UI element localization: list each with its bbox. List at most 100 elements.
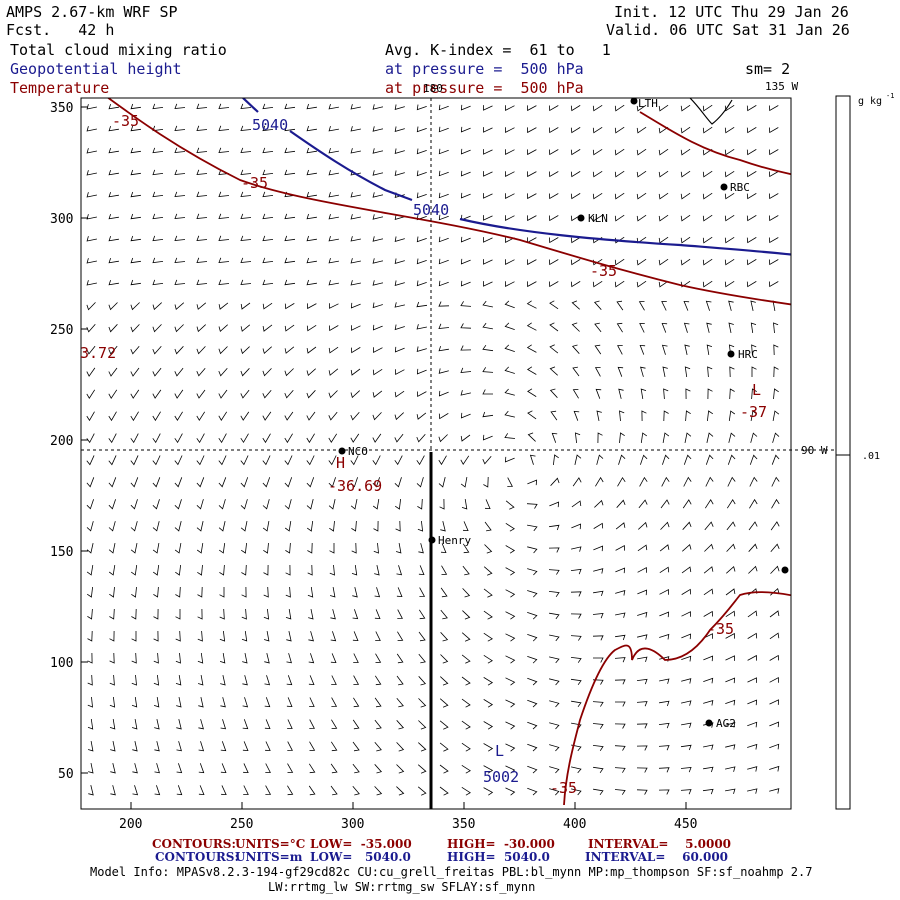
wind-barb <box>87 718 94 730</box>
wind-barb <box>286 631 292 642</box>
wind-barb <box>174 235 186 241</box>
wind-barb <box>329 303 339 309</box>
wind-barb <box>638 301 645 311</box>
wind-barb <box>86 323 96 333</box>
wind-barb <box>505 743 516 752</box>
wind-barb <box>329 543 335 554</box>
wind-barb <box>505 633 516 642</box>
wind-barb <box>504 410 515 418</box>
wind-barb <box>108 257 119 264</box>
wind-barb <box>130 455 139 466</box>
wind-barb <box>658 214 669 222</box>
wind-barb <box>330 609 336 620</box>
wind-barb <box>372 455 381 466</box>
wind-barb <box>658 745 670 751</box>
wind-barb <box>284 433 293 444</box>
wind-barb <box>374 764 383 774</box>
wind-barb <box>483 259 493 265</box>
wind-barb <box>704 521 714 531</box>
wind-barb <box>262 521 270 532</box>
wind-barb <box>658 236 669 244</box>
wind-barb <box>218 257 230 263</box>
wind-barb <box>460 367 472 373</box>
wind-barb <box>218 346 228 355</box>
wind-barb <box>284 477 293 488</box>
wind-barb <box>505 567 516 576</box>
wind-barb <box>174 147 186 153</box>
wind-barb <box>551 432 558 443</box>
wind-barb <box>242 675 248 686</box>
wind-barb <box>593 545 604 552</box>
wind-barb <box>130 521 138 532</box>
wind-barb <box>549 281 559 288</box>
station-ag2: AG2 <box>705 717 736 730</box>
wind-barb <box>571 766 582 774</box>
wind-barb <box>636 192 647 200</box>
wind-barb <box>439 498 445 510</box>
wind-barb <box>284 389 294 399</box>
wind-barb <box>196 543 204 554</box>
wind-barb <box>751 344 757 356</box>
x-tick-200: 200 <box>119 817 142 832</box>
wind-barb <box>549 612 560 620</box>
wind-barb <box>373 542 379 554</box>
wind-barb <box>416 258 427 265</box>
wind-barb <box>86 345 96 355</box>
wind-barb <box>704 499 714 509</box>
wind-barb <box>749 476 758 487</box>
wind-barb <box>350 390 360 399</box>
wind-barb <box>152 543 160 554</box>
wind-barb <box>86 192 97 198</box>
wind-barb <box>240 324 251 332</box>
wind-barb <box>637 567 647 573</box>
wind-barb <box>659 611 670 618</box>
wind-barb <box>728 322 734 333</box>
longitude-90w-label: 90 W <box>801 444 828 457</box>
wind-barb <box>439 786 449 796</box>
wind-barb <box>505 127 515 133</box>
wind-barb <box>130 389 140 399</box>
wind-barb <box>659 566 670 574</box>
wind-barb <box>130 147 141 154</box>
wind-barb <box>482 367 494 373</box>
wind-barb <box>658 767 670 773</box>
wind-barb <box>240 346 250 355</box>
wind-barb <box>483 610 493 620</box>
wind-barb <box>549 634 560 642</box>
wind-barb <box>636 745 648 751</box>
wind-barb <box>286 653 292 664</box>
wind-barb <box>418 543 424 554</box>
wind-barb <box>636 214 647 222</box>
wind-barb <box>461 698 471 708</box>
wind-barb <box>570 678 582 686</box>
temp-label-37: -37 <box>740 403 767 421</box>
wind-barb <box>308 631 314 642</box>
wind-barb <box>416 104 427 111</box>
wind-barb <box>418 676 427 686</box>
wind-barb <box>86 477 95 488</box>
wind-barb <box>219 608 225 620</box>
wind-barb <box>417 391 427 398</box>
wind-barb <box>703 655 714 662</box>
wind-barb <box>483 632 493 642</box>
wind-barb <box>263 542 269 554</box>
wind-barb <box>174 191 186 197</box>
wind-barb <box>306 235 317 242</box>
wind-barb <box>353 653 359 663</box>
wind-barb <box>262 433 271 444</box>
wind-barb <box>394 498 401 510</box>
wind-barb <box>769 105 779 112</box>
wind-barb <box>130 213 141 220</box>
wind-barb <box>176 741 182 752</box>
wind-barb <box>460 455 470 465</box>
wind-barb <box>703 744 714 750</box>
wind-barb <box>350 236 361 242</box>
x-tick-400: 400 <box>563 817 586 832</box>
wind-barb <box>154 719 160 730</box>
wind-barb <box>527 765 538 774</box>
wind-barb <box>284 455 293 466</box>
wind-barb <box>418 631 426 642</box>
wind-barb <box>460 434 471 442</box>
model-info-physics: LW:rrtmg_lw SW:rrtmg_sw SFLAY:sf_mynn <box>268 880 536 894</box>
wind-barb <box>593 568 604 574</box>
